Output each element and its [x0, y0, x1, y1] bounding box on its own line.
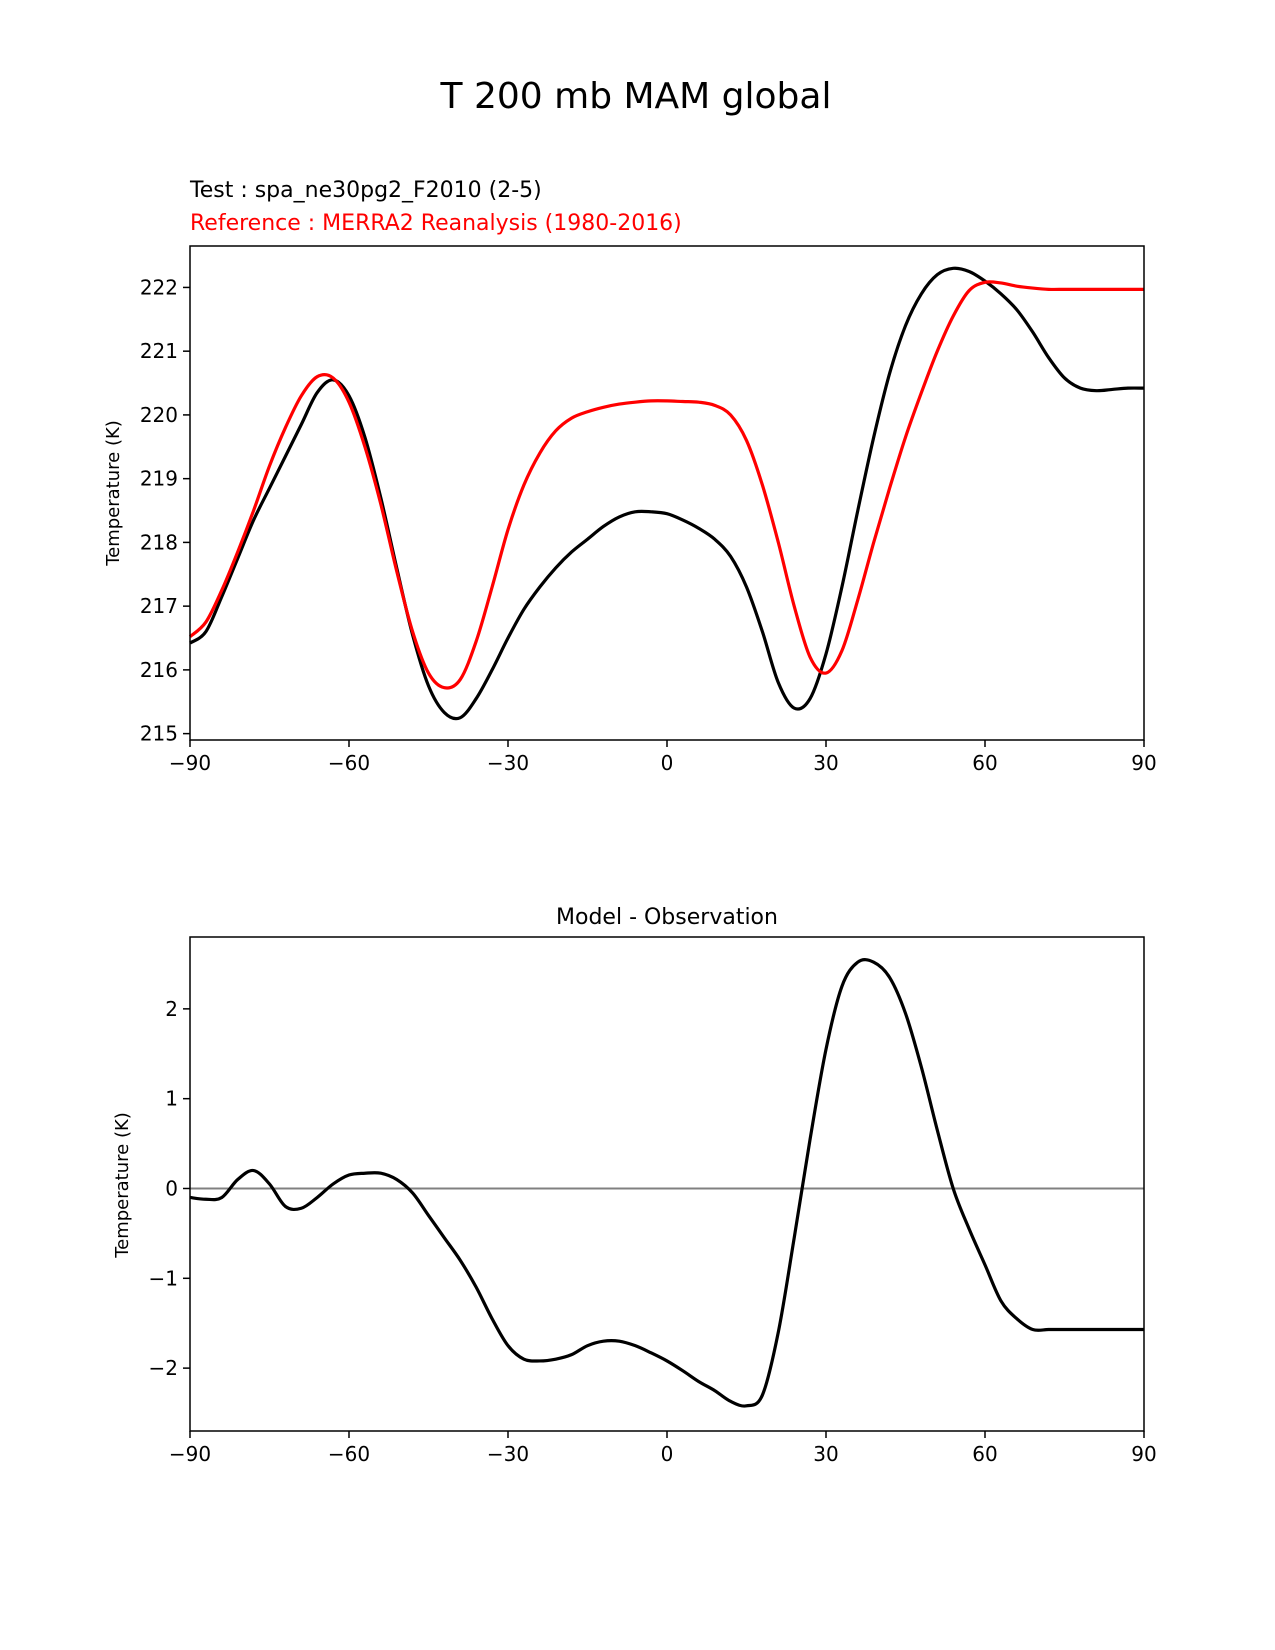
top-y-tick-label: 217	[140, 594, 178, 618]
bottom-x-tick-label: −30	[487, 1442, 529, 1466]
bottom-ylabel: Temperature (K)	[112, 1112, 133, 1259]
bottom-y-tick-label: −1	[149, 1266, 178, 1290]
bottom-panel: Model - Observation Temperature (K) −2 −1…	[112, 905, 1157, 1466]
top-title-test: Test : spa_ne30pg2_F2010 (2-5)	[189, 178, 542, 203]
top-ylabel: Temperature (K)	[103, 420, 124, 567]
bottom-axes-frame	[189, 936, 1145, 1432]
top-x-tick-label: −60	[328, 751, 370, 775]
bottom-y-tick-label: −2	[149, 1356, 178, 1380]
bottom-x-tick-label: −60	[328, 1442, 370, 1466]
bottom-y-tick-label: 2	[165, 997, 178, 1021]
top-y-tick-label: 216	[140, 658, 178, 682]
top-panel: Test : spa_ne30pg2_F2010 (2-5) Reference…	[103, 178, 1157, 775]
top-x-tick-label: −90	[169, 751, 211, 775]
top-y-tick-label: 222	[140, 275, 178, 299]
bottom-y-tick-label: 0	[165, 1176, 178, 1200]
bottom-title: Model - Observation	[556, 905, 778, 930]
bottom-x-tick-label: −90	[169, 1442, 211, 1466]
bottom-x-tick-label: 90	[1131, 1442, 1156, 1466]
top-x-ticks: −90 −60 −30 0 30 60 90	[169, 740, 1157, 775]
top-y-tick-label: 220	[140, 403, 178, 427]
bottom-series-line-0	[189, 958, 1144, 1408]
top-series-line-1	[188, 280, 1144, 690]
top-x-tick-label: 90	[1131, 751, 1156, 775]
bottom-y-ticks: −2 −1 0 1 2	[149, 997, 190, 1380]
top-y-tick-label: 215	[140, 722, 178, 746]
top-x-tick-label: 60	[972, 751, 997, 775]
top-title-reference: Reference : MERRA2 Reanalysis (1980-2016…	[190, 211, 682, 236]
bottom-y-tick-label: 1	[165, 1087, 178, 1111]
figure-suptitle: T 200 mb MAM global	[440, 76, 832, 117]
top-x-tick-label: −30	[487, 751, 529, 775]
top-y-tick-label: 221	[140, 339, 178, 363]
bottom-series-group	[189, 958, 1144, 1408]
top-x-tick-label: 0	[661, 751, 674, 775]
bottom-x-tick-label: 30	[813, 1442, 838, 1466]
top-axes-frame	[189, 245, 1145, 741]
top-x-tick-label: 30	[813, 751, 838, 775]
top-y-tick-label: 218	[140, 530, 178, 554]
bottom-x-ticks: −90 −60 −30 0 30 60 90	[169, 1431, 1157, 1466]
bottom-x-tick-label: 60	[972, 1442, 997, 1466]
top-y-tick-label: 219	[140, 467, 178, 491]
bottom-x-tick-label: 0	[661, 1442, 674, 1466]
top-series-group	[188, 266, 1145, 721]
top-y-ticks: 215 216 217 218 219 220 221 222	[140, 275, 190, 746]
